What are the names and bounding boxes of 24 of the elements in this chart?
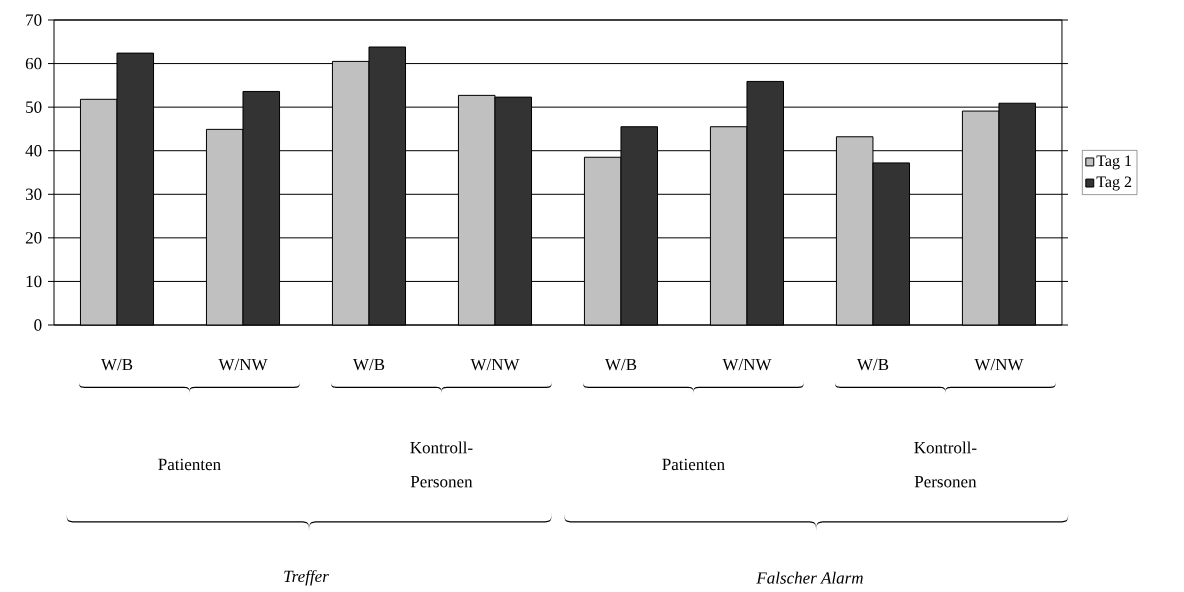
x-tick-label: W/B	[352, 358, 385, 371]
y-tick-label: 60	[25, 57, 42, 70]
x-tick-label: W/NW	[218, 358, 268, 371]
x-tick-label: W/NW	[974, 358, 1024, 371]
y-tick-label: 40	[25, 144, 42, 157]
text: Treffer	[284, 569, 329, 586]
y-tick-label: 50	[26, 101, 42, 113]
text: Falscher Alarm	[756, 571, 863, 584]
x-tick-label: W/NW	[470, 358, 520, 371]
x-tick-label: W/NW	[722, 358, 772, 371]
text: Kontroll-Personen	[410, 441, 473, 488]
y-tick-label: 20	[25, 232, 42, 244]
y-tick-label: 0	[34, 319, 42, 331]
text: Kontroll-Personen	[914, 441, 977, 488]
text: Patienten	[662, 458, 725, 471]
text: Patienten	[158, 458, 221, 471]
legend-label: Tag 1	[1096, 155, 1132, 170]
x-tick-label: W/B	[100, 358, 133, 371]
legend-label: Tag 2	[1096, 176, 1132, 191]
y-tick-label: 10	[26, 275, 42, 288]
y-tick-label: 30	[25, 188, 42, 201]
y-tick-label: 70	[26, 14, 42, 26]
x-tick-label: W/B	[856, 358, 889, 371]
x-tick-label: W/B	[604, 358, 637, 371]
